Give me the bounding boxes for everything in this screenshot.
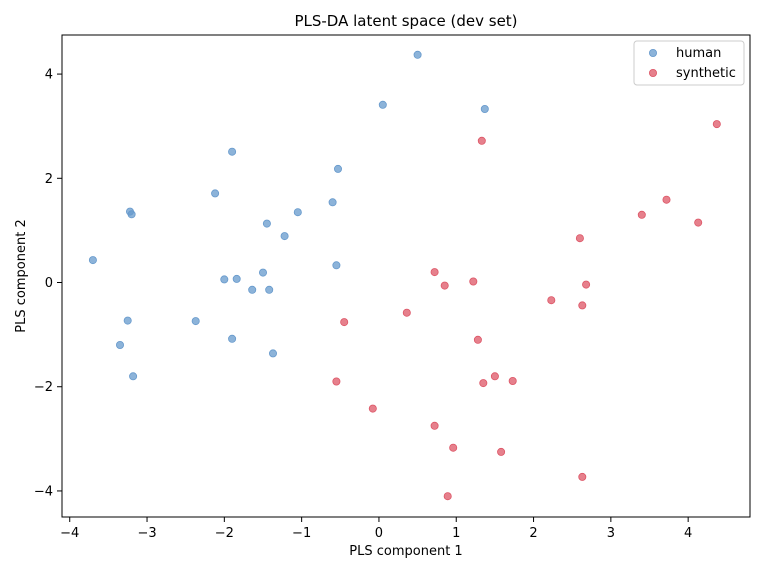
point-synthetic-14 [473,335,482,344]
x-tick-label-4: 0 [375,526,383,541]
x-tick-label-5: 1 [452,526,460,541]
point-human-6 [328,198,337,207]
chart-title: PLS-DA latent space (dev set) [294,12,517,30]
point-synthetic-3 [637,210,646,219]
legend-marker-human [649,49,658,58]
point-human-0 [413,50,422,59]
point-human-10 [262,219,271,228]
y-tick-label-1: −2 [34,380,53,395]
legend: human synthetic [633,40,745,86]
x-tick-label-6: 2 [529,526,537,541]
point-synthetic-16 [479,379,488,388]
x-tick-label-2: −2 [215,526,234,541]
point-synthetic-6 [430,268,439,277]
legend-box [633,40,745,86]
y-tick-label-2: 0 [45,276,53,291]
point-synthetic-13 [340,318,349,327]
point-synthetic-9 [582,280,591,289]
y-tick-label-0: −4 [34,484,53,499]
point-synthetic-23 [578,472,587,481]
point-human-11 [280,232,289,241]
point-human-16 [232,274,241,283]
point-synthetic-11 [578,301,587,310]
point-synthetic-12 [402,308,411,317]
y-tick-label-3: 2 [45,172,53,187]
point-synthetic-5 [575,234,584,243]
y-axis-label: PLS component 2 [14,219,29,332]
point-human-1 [378,100,387,109]
y-tick-label-4: 4 [45,68,53,83]
x-tick-label-8: 4 [684,526,692,541]
point-synthetic-8 [440,281,449,290]
plot-frame [61,34,751,518]
point-human-13 [332,261,341,270]
point-human-14 [258,268,267,277]
legend-marker-synthetic [649,69,658,78]
legend-label-synthetic: synthetic [676,66,736,81]
point-human-2 [480,105,489,114]
point-human-18 [265,285,274,294]
point-synthetic-1 [477,136,486,145]
point-synthetic-17 [508,376,517,385]
point-human-21 [228,334,237,343]
point-synthetic-7 [469,277,478,286]
point-human-19 [123,316,132,325]
point-human-8 [127,210,136,219]
point-human-4 [333,164,342,173]
x-tick-label-0: −4 [60,526,79,541]
point-synthetic-10 [547,296,556,305]
point-synthetic-2 [662,195,671,204]
point-synthetic-0 [712,120,721,129]
point-synthetic-18 [332,377,341,386]
y-axis: −4 −2 0 2 4 [34,68,62,499]
point-human-23 [268,349,277,358]
point-human-22 [116,340,125,349]
point-human-12 [88,256,97,265]
marks-layer [88,50,721,501]
point-synthetic-15 [490,372,499,381]
point-synthetic-19 [368,404,377,413]
point-human-17 [248,285,257,294]
point-synthetic-22 [497,447,506,456]
point-human-20 [191,317,200,326]
point-synthetic-4 [694,218,703,227]
point-human-5 [211,189,220,198]
x-tick-label-3: −1 [292,526,311,541]
x-tick-label-7: 3 [607,526,615,541]
point-human-24 [129,372,138,381]
x-axis-label: PLS component 1 [349,544,462,559]
legend-label-human: human [676,46,721,61]
point-human-9 [293,208,302,217]
x-axis: −4 −3 −2 −1 0 1 2 3 4 [60,517,692,541]
point-human-15 [220,275,229,284]
point-synthetic-24 [443,492,452,501]
point-human-3 [228,147,237,156]
point-synthetic-21 [449,443,458,452]
x-tick-label-1: −3 [137,526,156,541]
point-synthetic-20 [430,421,439,430]
